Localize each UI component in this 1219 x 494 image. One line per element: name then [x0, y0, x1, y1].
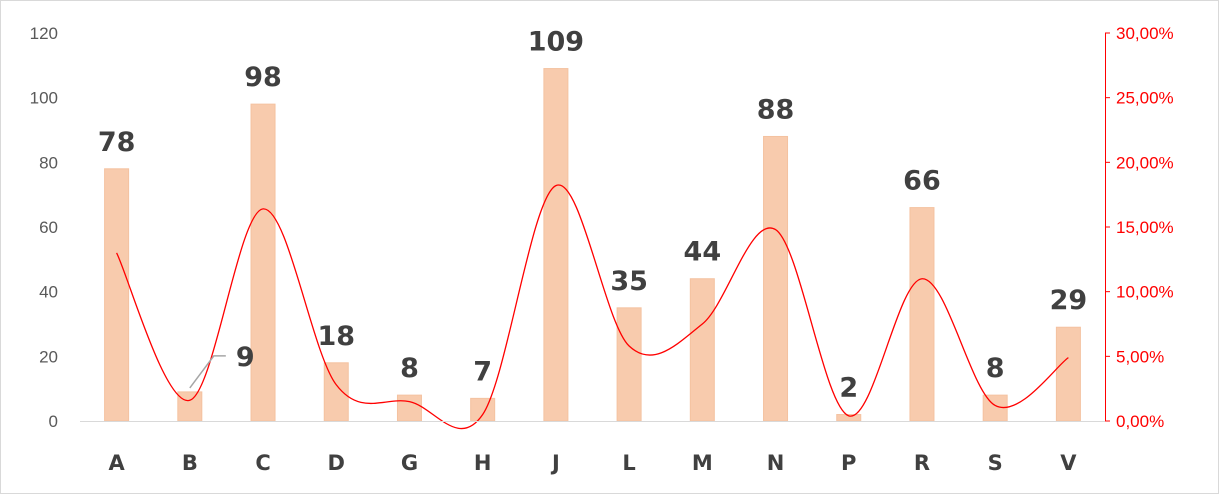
left-tick-label: 40: [39, 283, 58, 302]
right-tick-label: 20,00%: [1116, 153, 1174, 172]
data-label-g: 8: [400, 353, 419, 384]
bar-n: [763, 135, 789, 422]
data-label-n: 88: [757, 94, 795, 125]
bar-b: [177, 391, 203, 422]
category-label-j: J: [550, 451, 560, 475]
data-label-j: 109: [528, 27, 584, 58]
left-tick-label: 0: [49, 412, 58, 431]
right-tick-label: 10,00%: [1116, 283, 1174, 302]
data-label-c: 98: [244, 62, 282, 93]
category-label-g: G: [401, 451, 418, 475]
category-label-s: S: [988, 451, 1003, 475]
data-label-p: 2: [839, 373, 858, 404]
left-tick-label: 120: [30, 24, 58, 43]
left-tick-label: 60: [39, 218, 58, 237]
data-labels: 78 9 98 18 8 7 109 35 44 88 2 66 8 29: [98, 27, 1087, 404]
category-label-c: C: [255, 451, 270, 475]
data-label-d: 18: [317, 321, 355, 352]
data-label-v: 29: [1050, 285, 1088, 316]
right-tick-label: 15,00%: [1116, 218, 1174, 237]
category-label-m: M: [692, 451, 713, 475]
data-label-a: 78: [98, 127, 136, 158]
bar-a: [104, 168, 130, 422]
bar-v: [1055, 326, 1081, 422]
category-label-h: H: [474, 451, 492, 475]
bar-c: [250, 103, 276, 422]
category-label-r: R: [914, 451, 930, 475]
data-label-r: 66: [903, 166, 941, 197]
axes: [80, 32, 1110, 422]
left-tick-label: 100: [30, 89, 58, 108]
category-label-n: N: [767, 451, 785, 475]
bar-series: [104, 68, 1081, 422]
bar-l: [616, 307, 642, 422]
data-label-m: 44: [684, 237, 722, 268]
data-label-l: 35: [610, 266, 648, 297]
percentage-line: [116, 184, 1069, 430]
category-label-v: V: [1060, 451, 1077, 475]
right-tick-label: 5,00%: [1116, 347, 1164, 366]
data-label-b: 9: [236, 342, 255, 373]
bar-r: [909, 207, 935, 422]
bar-g: [396, 394, 422, 422]
category-label-a: A: [108, 451, 125, 475]
data-label-s: 8: [986, 353, 1005, 384]
right-tick-label: 25,00%: [1116, 89, 1174, 108]
right-tick-label: 0,00%: [1116, 412, 1164, 431]
left-tick-label: 80: [39, 153, 58, 172]
category-label-b: B: [182, 451, 198, 475]
bar-h: [470, 397, 496, 422]
left-axis-ticks: 0 20 40 60 80 100 120: [30, 24, 58, 431]
data-label-h: 7: [473, 356, 492, 387]
left-tick-label: 20: [39, 347, 58, 366]
bar-m: [689, 278, 715, 422]
right-axis-ticks: 0,00% 5,00% 10,00% 15,00% 20,00% 25,00% 30,00%: [1116, 24, 1174, 431]
line-series: [116, 184, 1069, 430]
data-label-leader: [189, 355, 226, 389]
right-tick-label: 30,00%: [1116, 24, 1174, 43]
category-label-l: L: [622, 451, 635, 475]
bar-d: [323, 362, 349, 422]
bar-j: [543, 68, 569, 422]
category-label-p: P: [841, 451, 856, 475]
category-label-d: D: [328, 451, 345, 475]
